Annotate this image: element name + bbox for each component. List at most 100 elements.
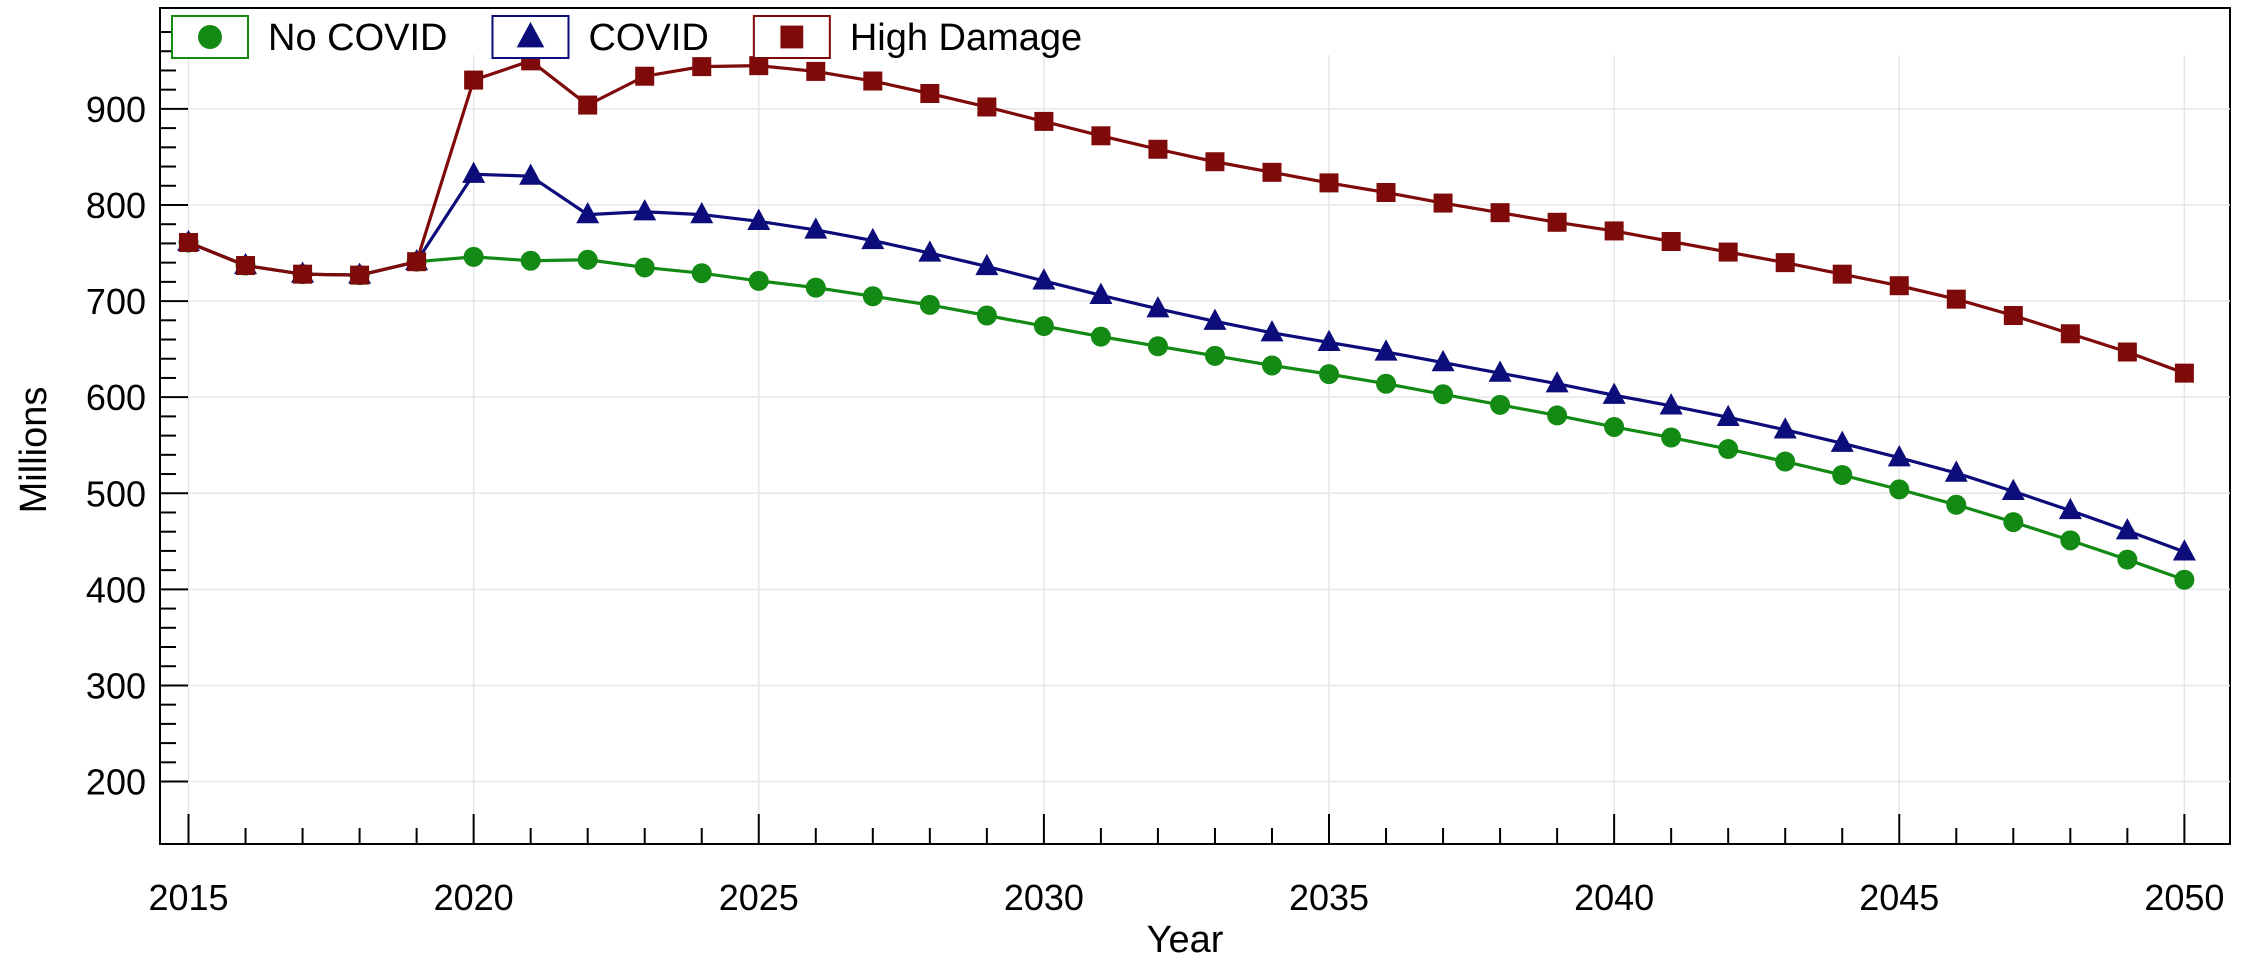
data-point xyxy=(463,246,484,267)
data-point xyxy=(1946,494,1967,515)
data-point xyxy=(2174,569,2195,590)
data-point xyxy=(1262,162,1282,182)
legend-label: COVID xyxy=(588,17,708,59)
legend-item-no-covid: No COVID xyxy=(171,15,447,59)
data-point xyxy=(1830,430,1854,452)
data-point xyxy=(1317,329,1341,352)
data-point xyxy=(2003,305,2023,325)
data-point xyxy=(977,97,997,117)
data-point xyxy=(1147,336,1168,357)
y-axis-label: Millions xyxy=(13,387,55,514)
data-point xyxy=(976,305,997,326)
data-point xyxy=(1946,289,1966,309)
legend-marker xyxy=(516,21,545,48)
data-point xyxy=(1604,221,1624,241)
data-point xyxy=(1661,427,1682,448)
data-point xyxy=(1716,404,1740,426)
legend-label: No COVID xyxy=(268,17,447,59)
data-point xyxy=(1547,405,1568,426)
data-point xyxy=(1775,253,1795,273)
x-tick-label: 2050 xyxy=(2144,877,2224,918)
data-point xyxy=(748,270,769,291)
x-axis-label: Year xyxy=(1147,919,1224,959)
data-point xyxy=(2117,342,2137,362)
data-point xyxy=(577,249,598,270)
data-point xyxy=(1602,382,1626,404)
plot-frame xyxy=(159,7,2231,845)
data-point xyxy=(749,56,769,76)
data-point xyxy=(1146,296,1170,318)
data-point xyxy=(1374,339,1398,361)
axes: 200 300 400 500 600 700 800 900 2015 2020 2025 2030… xyxy=(86,31,2224,918)
data-point xyxy=(2174,363,2194,383)
data-point xyxy=(634,257,655,278)
legend-item-high-damage: High Damage xyxy=(752,15,1082,59)
data-point xyxy=(633,199,657,221)
data-point xyxy=(692,57,712,77)
data-point xyxy=(2001,478,2025,500)
data-point xyxy=(1032,268,1056,290)
y-tick-label: 200 xyxy=(86,762,146,803)
data-point xyxy=(1433,384,1454,405)
data-point xyxy=(1490,203,1510,223)
data-point xyxy=(919,294,940,315)
data-point xyxy=(1545,371,1569,393)
data-point xyxy=(2115,518,2139,540)
y-tick-label: 400 xyxy=(86,569,146,610)
data-point xyxy=(1718,242,1738,262)
data-point xyxy=(2172,539,2196,561)
data-point xyxy=(1887,445,1911,467)
data-point xyxy=(1661,232,1681,252)
data-point xyxy=(1376,373,1397,394)
data-point xyxy=(1091,126,1111,146)
data-point xyxy=(1376,182,1396,202)
data-point xyxy=(2117,549,2138,570)
data-point xyxy=(2060,324,2080,344)
x-tick-label: 2045 xyxy=(1859,877,1939,918)
data-point xyxy=(2058,497,2082,520)
y-tick-label: 500 xyxy=(86,473,146,514)
data-point xyxy=(1547,212,1567,232)
data-point xyxy=(863,71,883,91)
x-tick-label: 2040 xyxy=(1574,877,1654,918)
data-point xyxy=(918,240,942,262)
data-point xyxy=(1718,439,1739,460)
data-point xyxy=(578,95,598,115)
data-point xyxy=(2060,530,2081,551)
data-point xyxy=(861,227,885,250)
legend-marker xyxy=(780,25,804,49)
data-point xyxy=(1203,308,1227,330)
data-point xyxy=(1205,152,1225,172)
data-point xyxy=(1433,193,1453,213)
data-point xyxy=(635,66,655,86)
x-tick-label: 2030 xyxy=(1004,877,1084,918)
legend-marker xyxy=(198,25,222,49)
data-point xyxy=(1944,460,1968,482)
y-tick-label: 700 xyxy=(86,281,146,322)
data-point xyxy=(1832,465,1853,486)
data-point xyxy=(1431,349,1455,372)
data-point xyxy=(1889,479,1910,500)
data-point xyxy=(293,264,313,284)
data-point xyxy=(520,250,541,271)
x-tick-label: 2035 xyxy=(1289,877,1369,918)
grid xyxy=(160,55,2230,844)
legend-item-covid: COVID xyxy=(491,15,709,59)
data-point xyxy=(1261,355,1282,376)
legend: No COVID COVID High Damage xyxy=(171,15,1082,59)
series-line xyxy=(187,240,2185,582)
data-point xyxy=(1488,360,1512,382)
data-point xyxy=(179,232,199,252)
data-point xyxy=(1490,394,1511,415)
y-tick-label: 900 xyxy=(86,89,146,130)
x-tick-label: 2025 xyxy=(719,877,799,918)
data-point xyxy=(576,201,600,224)
data-point xyxy=(1319,364,1340,385)
y-tick-label: 300 xyxy=(86,665,146,706)
data-point xyxy=(806,61,826,81)
y-tick-label: 600 xyxy=(86,377,146,418)
data-point xyxy=(1889,276,1909,296)
data-point xyxy=(1775,451,1796,472)
